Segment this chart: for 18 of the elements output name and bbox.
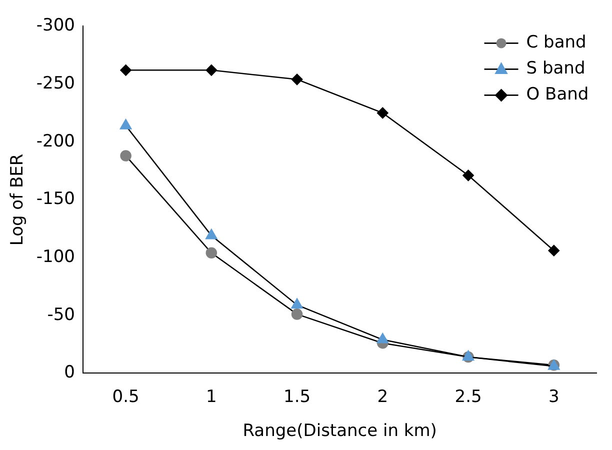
x-axis-title: Range(Distance in km) bbox=[242, 421, 437, 442]
y-tick-label: -100 bbox=[36, 246, 75, 267]
y-tick-label: -200 bbox=[36, 131, 75, 152]
legend-label: S band bbox=[526, 58, 586, 79]
x-tick-label: 1 bbox=[206, 386, 217, 407]
y-tick-label: -250 bbox=[36, 73, 75, 94]
y-axis-title: Log of BER bbox=[8, 154, 28, 246]
legend-label: O Band bbox=[526, 84, 589, 105]
x-tick-label: 3 bbox=[548, 386, 560, 407]
x-tick-label: 0.5 bbox=[112, 386, 140, 407]
legend-label: C band bbox=[526, 32, 586, 53]
x-tick-label: 2.5 bbox=[454, 386, 482, 407]
y-tick-label: -50 bbox=[47, 304, 75, 325]
y-tick-label: -300 bbox=[36, 16, 75, 36]
x-tick-label: 2 bbox=[377, 386, 388, 407]
y-tick-label: -150 bbox=[36, 189, 75, 210]
y-tick-label: 0 bbox=[64, 362, 75, 383]
x-tick-label: 1.5 bbox=[284, 386, 311, 407]
